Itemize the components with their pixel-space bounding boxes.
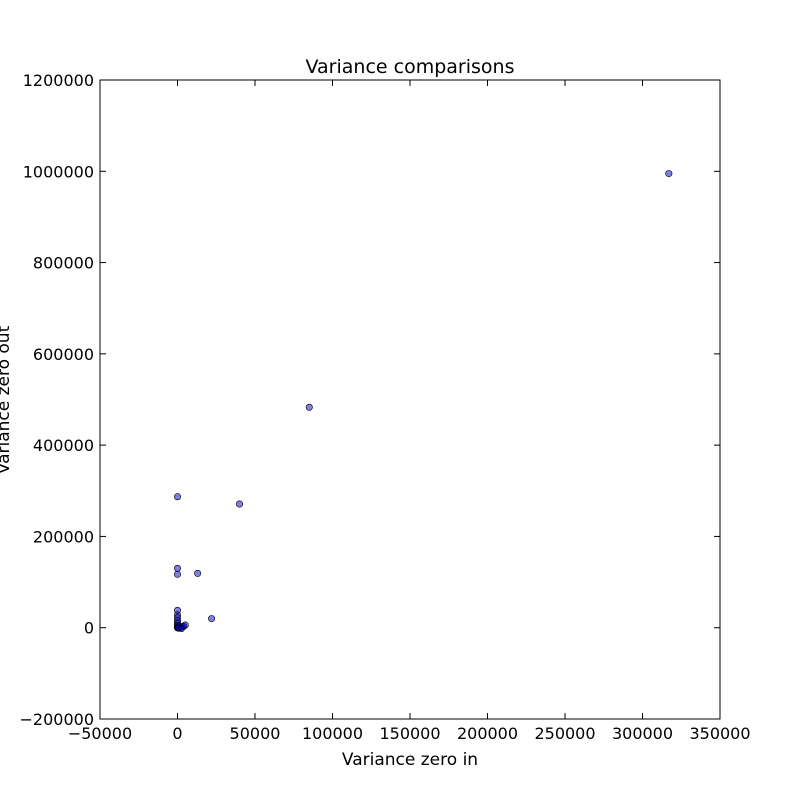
axis-ticks: −50000 0 50000 100000 150000 200000 250000 3000…	[20, 71, 751, 743]
chart-title: Variance comparisons	[306, 56, 515, 78]
scatter-point	[305, 403, 313, 411]
scatter-point	[174, 570, 182, 578]
x-tick-label: 350000	[689, 724, 750, 743]
y-tick-label: −200000	[20, 710, 94, 729]
y-tick-label: 1000000	[23, 162, 94, 181]
y-tick-label: 0	[84, 619, 94, 638]
y-tick-label: 400000	[33, 436, 94, 455]
x-tick-label: 250000	[534, 724, 595, 743]
plot-area	[99, 79, 721, 720]
y-tick-label: 600000	[33, 345, 94, 364]
scatter-point	[665, 170, 673, 178]
data-points	[174, 170, 673, 633]
x-tick-label: 200000	[457, 724, 518, 743]
y-tick-label: 200000	[33, 527, 94, 546]
y-tick-label: 800000	[33, 254, 94, 273]
x-tick-label: −50000	[68, 724, 132, 743]
x-tick-label: 0	[172, 724, 182, 743]
x-tick-label: 150000	[379, 724, 440, 743]
x-axis-title: Variance zero in	[342, 750, 478, 770]
scatter-point	[174, 564, 182, 572]
scatter-point	[177, 625, 185, 633]
y-tick-label: 1200000	[23, 71, 94, 90]
x-tick-label: 100000	[302, 724, 363, 743]
x-tick-label: 300000	[612, 724, 673, 743]
scatter-point	[174, 493, 182, 501]
y-axis-title: Variance zero out	[0, 325, 14, 474]
scatter-point	[194, 569, 202, 577]
scatter-point	[236, 500, 244, 508]
x-tick-label: 50000	[230, 724, 281, 743]
scatter-point	[208, 615, 216, 623]
